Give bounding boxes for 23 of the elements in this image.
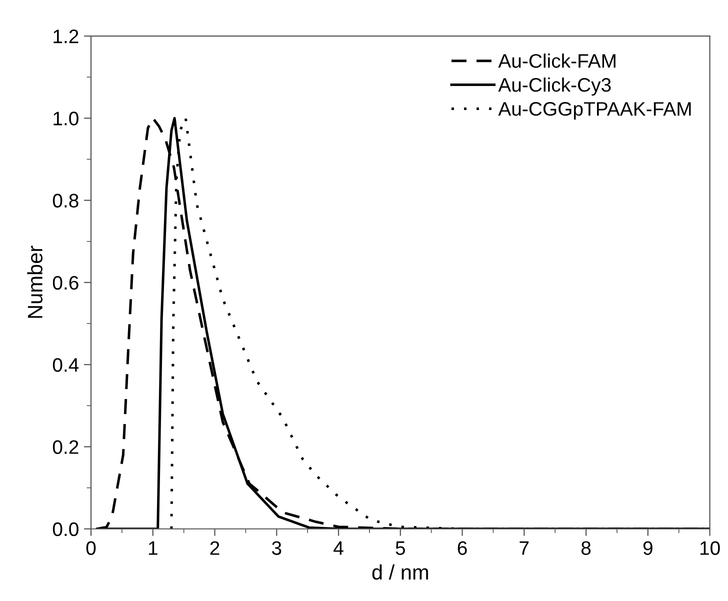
y-tick-label: 0.6 xyxy=(52,276,78,290)
legend-label: Au-Click-FAM xyxy=(498,54,616,68)
y-tick-label: 1.0 xyxy=(54,112,78,126)
x-axis-title: d / nm xyxy=(372,564,428,580)
y-axis-title: Number xyxy=(27,246,42,318)
x-tick-label: 9 xyxy=(643,541,652,555)
x-tick-label: 5 xyxy=(396,541,405,555)
y-tick-label: 0.4 xyxy=(52,358,79,372)
x-tick-label: 8 xyxy=(581,541,591,555)
x-tick-label: 7 xyxy=(520,541,529,555)
x-tick-label: 6 xyxy=(458,541,467,555)
y-tick-label: 1.2 xyxy=(54,30,78,44)
y-tick-label: 0.2 xyxy=(52,440,78,454)
y-tick-label: 0.8 xyxy=(52,194,78,208)
y-tick-label: 0.0 xyxy=(52,522,78,536)
legend-label: Au-CGGpTPAAK-FAM xyxy=(498,102,691,120)
legend-label: Au-Click-Cy3 xyxy=(498,78,611,96)
x-tick-label: 3 xyxy=(272,541,282,555)
x-tick-label: 10 xyxy=(700,541,720,555)
x-tick-label: 2 xyxy=(210,541,220,555)
x-tick-label: 4 xyxy=(334,541,344,555)
x-tick-label: 0 xyxy=(86,541,96,555)
x-tick-label: 1 xyxy=(148,541,158,555)
